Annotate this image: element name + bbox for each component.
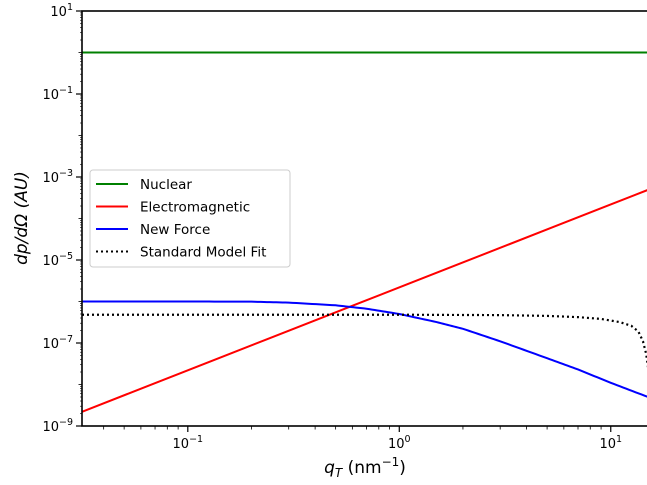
legend-item-new-force: New Force bbox=[96, 222, 210, 238]
x-tick-label: 101 bbox=[599, 434, 622, 452]
y-tick-label: 10−1 bbox=[42, 85, 73, 103]
series-line-standard-model-fit bbox=[82, 313, 647, 368]
legend-item-electromagnetic: Electromagnetic bbox=[96, 200, 250, 216]
x-axis-label-base: q bbox=[324, 458, 335, 478]
y-tick-label: 10−3 bbox=[42, 168, 73, 186]
x-tick-label: 100 bbox=[388, 434, 411, 452]
y-axis-label: dp/dΩ (AU) bbox=[12, 171, 32, 265]
legend-label-new-force: New Force bbox=[140, 222, 210, 238]
x-axis-label-sub: T bbox=[335, 466, 344, 480]
legend-label-electromagnetic: Electromagnetic bbox=[140, 200, 250, 216]
x-axis-label-unit: (nm bbox=[342, 458, 381, 478]
legend-label-standard-model-fit: Standard Model Fit bbox=[140, 245, 266, 261]
plot-frame bbox=[81, 10, 647, 427]
legend: Nuclear Electromagnetic New Force Standard … bbox=[89, 169, 291, 268]
x-axis-label-unit-exp: −1 bbox=[382, 455, 400, 469]
legend-item-standard-model-fit: Standard Model Fit bbox=[96, 245, 266, 261]
x-axis-label-close: ) bbox=[399, 458, 406, 478]
x-axis-label: qT (nm−1) bbox=[324, 455, 406, 480]
y-tick-label: 101 bbox=[50, 2, 73, 20]
legend-item-nuclear: Nuclear bbox=[96, 177, 192, 193]
legend-frame bbox=[89, 169, 291, 268]
legend-label-nuclear: Nuclear bbox=[140, 177, 192, 193]
series-line-electromagnetic bbox=[82, 189, 647, 413]
y-tick-label: 10−9 bbox=[42, 417, 73, 435]
series-line-new-force bbox=[82, 300, 647, 398]
x-tick-label: 10−1 bbox=[173, 434, 204, 452]
y-tick-label: 10−5 bbox=[42, 251, 73, 269]
y-tick-label: 10−7 bbox=[42, 334, 73, 352]
